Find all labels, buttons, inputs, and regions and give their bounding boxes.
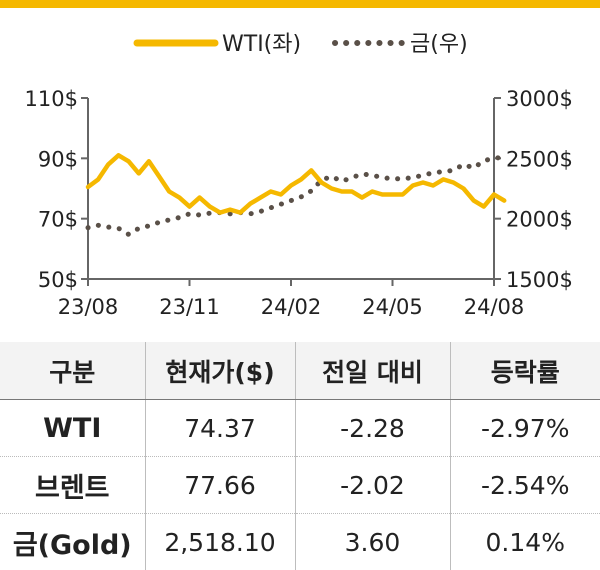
day-change-cell: -2.02 (295, 457, 450, 514)
change-rate-cell: -2.97% (450, 400, 600, 457)
x-tick-label: 23/11 (159, 295, 220, 319)
day-change-cell: -2.28 (295, 400, 450, 457)
x-tick-label: 24/02 (261, 295, 322, 319)
tick-labels: 110$ 90$ 70$ 50$ 3000$ 2500$ 2000$ 1500$ 23/08 23… (25, 87, 573, 319)
right-y-tick-label: 2500$ (506, 147, 573, 171)
header-category: 구분 (0, 342, 145, 400)
row-label: WTI (0, 400, 145, 457)
right-y-tick-label: 1500$ (506, 268, 573, 292)
x-tick-label: 24/08 (464, 295, 525, 319)
day-change-cell: 3.60 (295, 514, 450, 570)
right-y-tick-label: 3000$ (506, 87, 573, 111)
gold-series-line (88, 157, 504, 234)
table-row: 브렌트 77.66 -2.02 -2.54% (0, 457, 600, 514)
current-price-cell: 74.37 (145, 400, 295, 457)
current-price-cell: 77.66 (145, 457, 295, 514)
table-row: WTI 74.37 -2.28 -2.97% (0, 400, 600, 457)
axis-ticks (81, 98, 501, 286)
left-y-tick-label: 90$ (38, 147, 78, 171)
header-day-change: 전일 대비 (295, 342, 450, 400)
line-chart: WTI(좌) 금(우) 110$ 90$ 70$ 50$ 3000$ 2500$ 2000$… (0, 0, 600, 330)
table-row: 금(Gold) 2,518.10 3.60 0.14% (0, 514, 600, 570)
x-tick-label: 23/08 (58, 295, 119, 319)
header-change-rate: 등락률 (450, 342, 600, 400)
table-header-row: 구분 현재가($) 전일 대비 등락률 (0, 342, 600, 400)
legend-wti-label: WTI(좌) (222, 32, 301, 57)
current-price-cell: 2,518.10 (145, 514, 295, 570)
change-rate-cell: 0.14% (450, 514, 600, 570)
x-tick-label: 24/05 (362, 295, 423, 319)
legend: WTI(좌) 금(우) (137, 32, 468, 57)
left-y-tick-label: 50$ (38, 268, 78, 292)
row-label: 금(Gold) (0, 514, 145, 570)
wti-series-line (88, 155, 504, 212)
left-y-tick-label: 70$ (38, 208, 78, 232)
left-y-tick-label: 110$ (25, 87, 78, 111)
change-rate-cell: -2.54% (450, 457, 600, 514)
price-summary-table: 구분 현재가($) 전일 대비 등락률 WTI 74.37 -2.28 -2.9… (0, 342, 600, 570)
legend-gold-label: 금(우) (410, 32, 468, 57)
row-label: 브렌트 (0, 457, 145, 514)
right-y-tick-label: 2000$ (506, 208, 573, 232)
header-current-price: 현재가($) (145, 342, 295, 400)
